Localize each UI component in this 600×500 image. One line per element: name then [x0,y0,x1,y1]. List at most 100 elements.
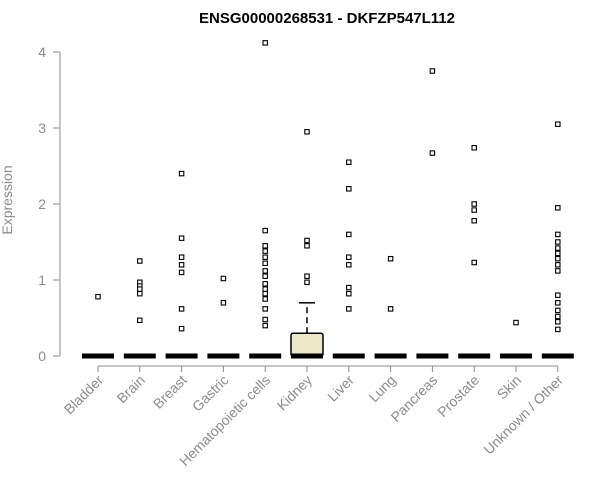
x-tick-label: Breast [150,372,190,412]
outlier-point [429,68,436,74]
outlier-point [262,290,268,297]
box [290,332,324,357]
outlier-point [304,279,310,286]
x-tick-label: Kidney [274,372,316,414]
outlier-point [262,254,268,260]
x-tick-label: Brain [113,372,147,406]
outlier-point [262,281,268,287]
outlier-point [178,269,185,276]
outlier-point [471,207,477,213]
outlier-point [178,235,185,241]
outlier-point [346,290,352,297]
outlier-point [262,296,268,302]
outlier-point [262,40,268,46]
box-group [541,121,574,359]
outlier-point [178,170,185,177]
outlier-point [555,300,561,306]
box-group [290,129,324,359]
box-group [165,170,198,359]
outlier-point [555,205,561,211]
outlier-point [262,316,268,323]
outlier-point [346,262,352,268]
outlier-point [429,150,436,156]
outlier-point [555,250,561,257]
outlier-point [304,129,310,135]
outlier-point [178,325,185,332]
outlier-point [471,145,477,151]
outlier-point [262,322,268,329]
outlier-point [555,268,561,274]
outlier-point [555,121,561,127]
outlier-point [178,306,185,312]
chart-title: ENSG00000268531 - DKFZP547L112 [199,10,455,27]
outlier-point [262,306,268,312]
outlier-point [262,248,268,254]
outlier-point [555,307,561,314]
outlier-point [555,319,561,325]
outlier-point [137,290,143,297]
outlier-point [471,201,477,207]
outlier-point [95,293,101,300]
outlier-point [346,231,352,238]
outlier-point [220,275,227,282]
outlier-point [304,273,310,279]
outlier-point [262,268,268,274]
outlier-point [555,245,561,251]
outlier-point [346,159,352,165]
outlier-point [346,306,352,312]
outlier-point [304,237,310,244]
box-series [82,40,574,359]
outlier-point [346,284,352,291]
outlier-point [262,260,268,267]
outlier-point [555,231,561,238]
y-axis-label: Expression [0,165,15,234]
box-group [374,255,407,359]
outlier-point [471,217,477,224]
outlier-point [220,300,227,306]
outlier-point [346,254,352,260]
x-tick-label: Unknown / Other [480,372,566,458]
outlier-point [555,239,561,245]
x-tick-label: Prostate [434,372,482,420]
outlier-point [555,255,561,262]
outlier-point [555,313,561,320]
outlier-point [262,273,268,279]
box-group [458,145,491,359]
outlier-point [387,306,394,312]
outlier-point [137,317,143,324]
outlier-point [137,286,143,292]
outlier-point [178,254,185,260]
outlier-point [555,326,561,333]
y-tick-label: 1 [38,272,46,288]
y-tick-label: 2 [38,196,46,212]
y-tick-label: 3 [38,120,46,136]
outlier-point [304,243,310,249]
box-group [500,319,532,359]
x-tick-label: Bladder [61,372,107,418]
outlier-point [387,255,394,262]
outlier-point [555,262,561,268]
box-group [416,68,449,359]
box-group [207,275,240,359]
y-axis: 0 1 2 3 4 [38,44,61,364]
outlier-point [137,258,143,264]
outlier-point [262,286,268,292]
outlier-point [513,319,519,326]
outlier-point [346,186,352,192]
x-tick-label: Liver [324,372,357,405]
y-tick-label: 4 [38,44,46,60]
box-group [123,258,156,359]
x-tick-label: Skin [494,372,525,403]
outlier-point [555,292,561,298]
y-tick-label: 0 [38,348,46,364]
box-group [332,159,365,359]
outlier-point [178,262,185,268]
outlier-point [262,243,268,249]
outlier-point [262,227,268,234]
box-group [249,40,282,359]
outlier-point [471,259,477,266]
box-group [82,293,114,359]
x-tick-label: Lung [365,372,398,405]
